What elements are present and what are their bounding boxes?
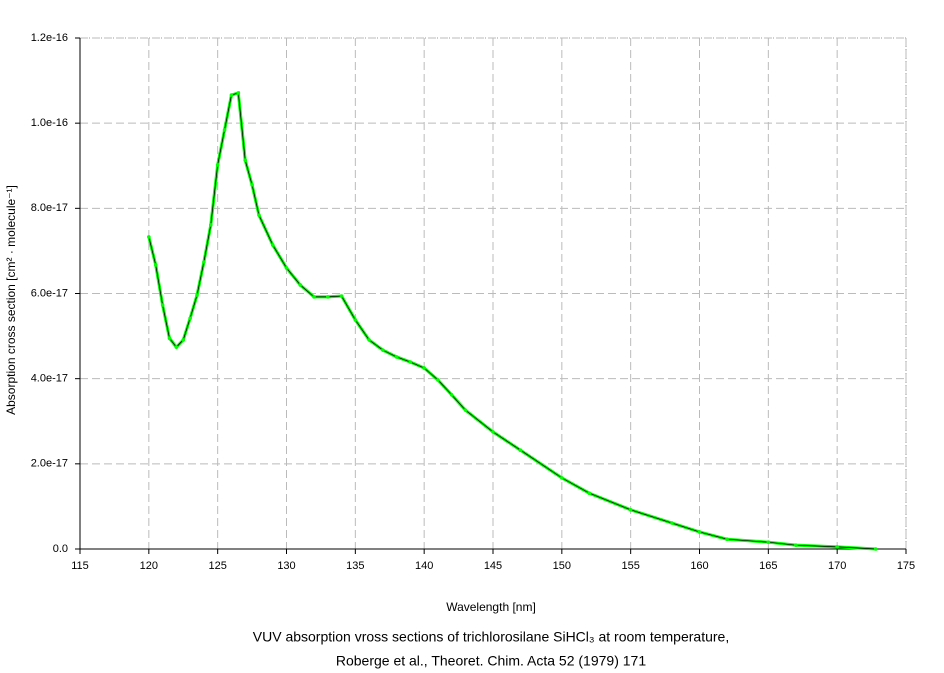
- data-point: [181, 338, 186, 342]
- y-tick-label: 4.0e-17: [31, 373, 68, 385]
- y-tick-label: 2.0e-17: [31, 458, 68, 470]
- data-line-core: [148, 92, 876, 550]
- x-tick-label: 170: [828, 560, 846, 572]
- x-tick-label: 120: [140, 560, 158, 572]
- y-tick-label: 8.0e-17: [31, 202, 68, 214]
- x-axis-label: Wavelength [nm]: [446, 600, 536, 614]
- y-tick-label: 0.0: [53, 543, 68, 555]
- data-point: [628, 508, 633, 512]
- data-point: [766, 540, 771, 544]
- y-tick-label: 6.0e-17: [31, 287, 68, 299]
- data-point: [312, 295, 316, 299]
- x-tick-label: 130: [277, 560, 295, 572]
- caption: Roberge et al., Theoret. Chim. Acta 52 (…: [336, 653, 646, 669]
- data-point: [250, 183, 254, 187]
- data-point: [174, 345, 179, 349]
- x-tick-label: 140: [415, 560, 433, 572]
- data-point: [167, 336, 172, 341]
- data-point: [243, 158, 247, 163]
- data-point: [326, 295, 330, 299]
- data-point: [270, 243, 275, 247]
- data-point: [560, 476, 564, 480]
- data-point: [835, 545, 839, 549]
- data-point: [670, 521, 674, 525]
- x-tick-label: 125: [208, 560, 226, 572]
- data-point: [449, 393, 454, 397]
- data-point: [518, 448, 523, 453]
- y-axis-label: Absorption cross section [cm² · molecule…: [4, 185, 18, 415]
- data-point: [725, 537, 729, 542]
- data-point: [160, 303, 165, 307]
- x-tick-label: 145: [484, 560, 502, 572]
- x-tick-label: 155: [621, 560, 639, 572]
- data-point: [394, 355, 399, 359]
- data-point: [353, 318, 358, 322]
- data-point: [284, 266, 289, 270]
- data-point: [381, 348, 385, 352]
- data-point: [436, 378, 440, 382]
- data-point: [215, 163, 220, 167]
- data-point: [298, 283, 303, 287]
- data-point: [587, 491, 592, 496]
- x-tick-label: 150: [553, 560, 571, 572]
- data-point: [153, 263, 158, 267]
- data-point: [195, 293, 199, 298]
- caption: VUV absorption vross sections of trichlo…: [253, 629, 729, 645]
- data-point: [873, 547, 878, 551]
- data-point: [236, 91, 241, 95]
- data-point: [257, 213, 261, 217]
- data-point: [422, 366, 426, 370]
- data-point: [463, 408, 468, 412]
- data-point: [202, 260, 206, 264]
- data-point: [188, 316, 192, 320]
- data-point: [367, 338, 371, 342]
- x-tick-label: 165: [759, 560, 777, 572]
- data-point: [208, 223, 213, 227]
- data-point: [339, 294, 344, 298]
- data-point: [794, 543, 798, 547]
- x-tick-label: 135: [346, 560, 364, 572]
- data-point: [697, 530, 702, 534]
- x-tick-label: 115: [71, 560, 89, 572]
- data-point: [229, 93, 234, 97]
- data-point: [408, 360, 413, 364]
- y-tick-label: 1.0e-16: [31, 117, 68, 129]
- x-tick-label: 175: [897, 560, 915, 572]
- x-tick-label: 160: [690, 560, 708, 572]
- data-point: [222, 128, 227, 132]
- data-point: [147, 235, 151, 239]
- y-tick-label: 1.2e-16: [31, 32, 68, 44]
- data-point: [491, 430, 495, 434]
